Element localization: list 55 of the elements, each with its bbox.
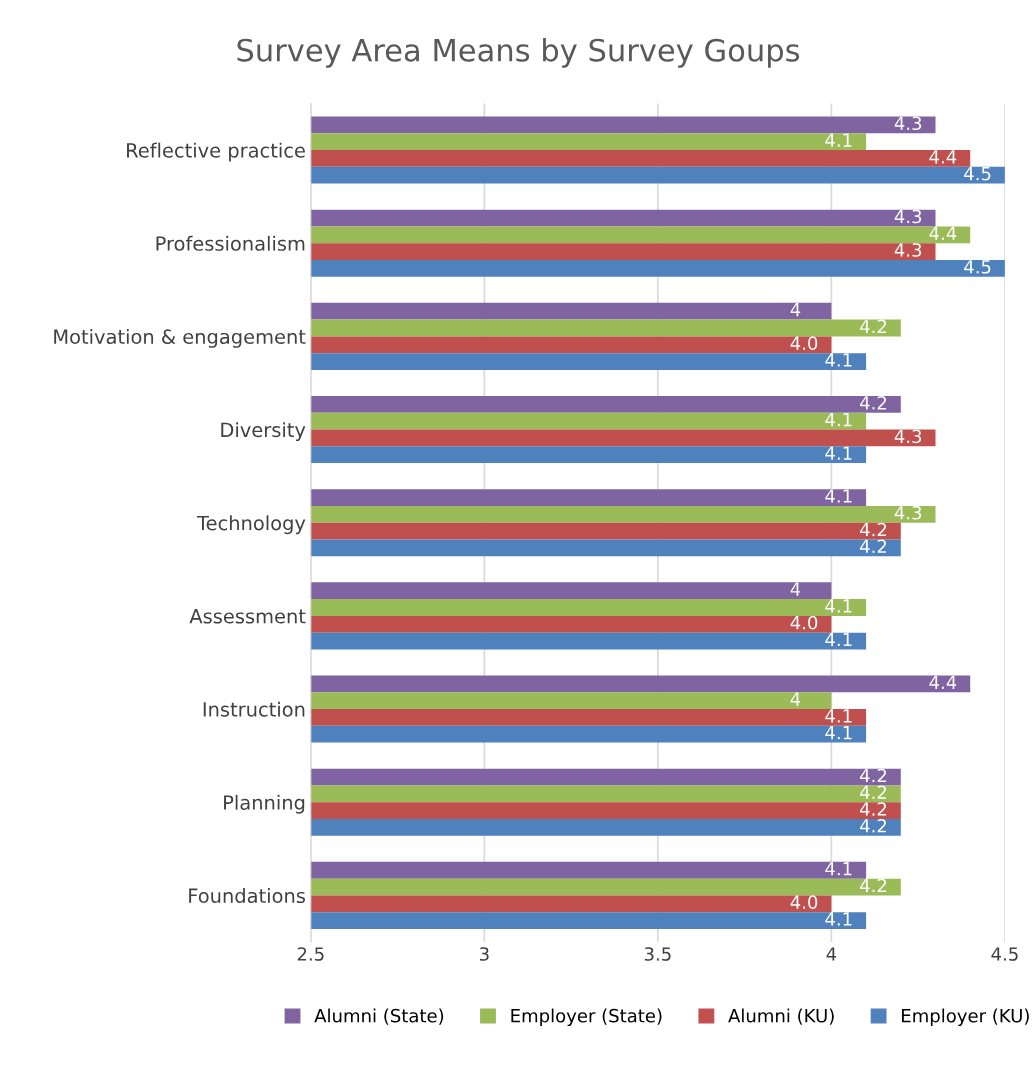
data-label: 4.3 — [894, 505, 922, 520]
data-label: 4.4 — [929, 226, 957, 240]
data-label: 4.1 — [825, 412, 852, 427]
y-tick-label: Foundations — [189, 888, 305, 904]
data-label: 4.0 — [790, 895, 818, 910]
legend-label: Employer (State) — [511, 1008, 662, 1027]
y-tick-label: Technology — [196, 515, 306, 535]
y-tick-label: Planning — [224, 794, 305, 814]
data-label: 4.2 — [860, 768, 887, 783]
data-label: 4.5 — [964, 260, 991, 274]
legend-label: Alumni (State) — [314, 1008, 444, 1025]
data-label: 4.5 — [964, 167, 991, 181]
y-tick-label: Professionalism — [156, 235, 305, 251]
y-tick-label: Diversity — [221, 422, 306, 441]
x-tick-label: 4.5 — [991, 947, 1018, 961]
y-tick-label: Assessment — [189, 609, 306, 624]
x-tick-label: 3.5 — [644, 947, 671, 961]
data-label: 4.1 — [825, 726, 852, 740]
y-tick-label: Motivation & engagement — [54, 328, 306, 348]
data-label: 4.4 — [929, 150, 957, 164]
data-label: 4.4 — [929, 675, 957, 689]
data-label: 4.0 — [790, 336, 818, 350]
data-label: 4.1 — [825, 489, 852, 503]
data-label: 4.3 — [894, 209, 922, 224]
data-label: 4.1 — [825, 709, 852, 723]
data-label: 4 — [790, 582, 801, 596]
data-label: 4.2 — [860, 785, 887, 799]
data-label: 4.1 — [825, 599, 852, 613]
data-label: 4.1 — [825, 446, 852, 460]
data-label: 4.3 — [894, 429, 922, 444]
x-tick-label: 4 — [826, 947, 837, 961]
data-label: 4.3 — [894, 243, 922, 257]
legend-label: Employer (KU) — [902, 1008, 1029, 1027]
x-tick-label: 3 — [479, 947, 489, 961]
data-label: 4.1 — [825, 133, 852, 147]
y-tick-label: Reflective practice — [127, 142, 305, 162]
data-label: 4.2 — [860, 818, 887, 833]
chart-title: Survey Area Means by Survey Goups — [237, 38, 800, 68]
data-label: 4.3 — [894, 116, 922, 131]
data-label: 4.2 — [860, 878, 887, 892]
data-label: 4.2 — [860, 539, 887, 553]
data-label: 4.2 — [860, 802, 887, 816]
data-label: 4 — [790, 692, 801, 706]
data-label: 4.2 — [860, 395, 887, 410]
data-label: 4 — [790, 303, 801, 317]
data-label: 4.2 — [860, 319, 887, 333]
x-tick-label: 2.5 — [297, 947, 324, 961]
data-label: 4.2 — [860, 522, 887, 537]
data-label: 4.1 — [825, 632, 852, 647]
data-label: 4.1 — [825, 353, 852, 367]
data-label: 4.1 — [825, 912, 852, 926]
data-label: 4.1 — [825, 862, 852, 876]
data-label: 4.0 — [790, 615, 818, 630]
y-tick-label: Instruction — [203, 701, 305, 717]
legend-label: Alumni (KU) — [728, 1008, 834, 1025]
